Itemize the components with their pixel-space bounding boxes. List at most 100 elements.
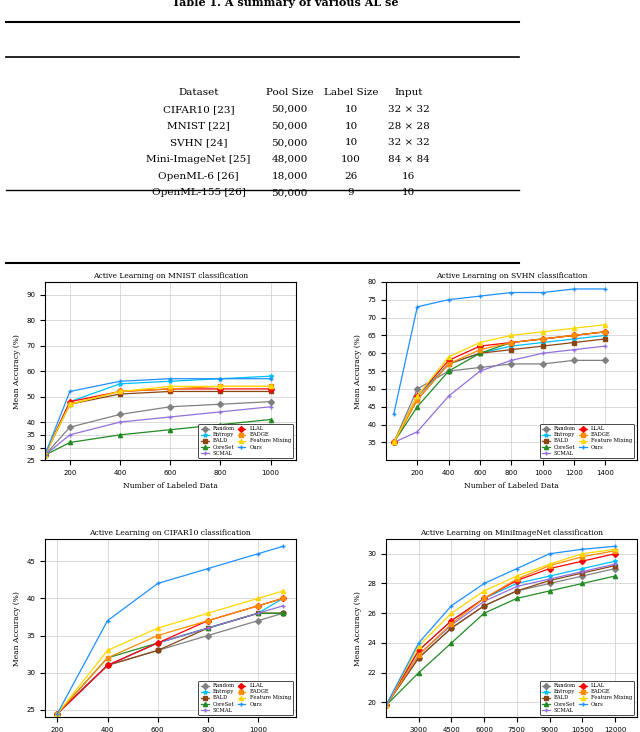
Entropy [390, 438, 397, 447]
BALD [41, 451, 49, 460]
Feature Mixing [382, 701, 390, 710]
Legend: Random, Entropy, BALD, CoreSet, SCMAL, LLAL, BADGE, Feature Mixing, Ours: Random, Entropy, BALD, CoreSet, SCMAL, L… [198, 681, 293, 714]
BADGE [539, 335, 547, 343]
Line: CoreSet: CoreSet [55, 611, 285, 716]
BADGE [611, 546, 619, 555]
Random [447, 624, 455, 632]
CoreSet [415, 668, 422, 677]
SCMAL [390, 438, 397, 447]
CoreSet [445, 367, 452, 376]
BALD [611, 561, 619, 570]
BADGE [154, 631, 161, 640]
BADGE [570, 331, 578, 340]
Line: LLAL: LLAL [55, 597, 285, 716]
Random [508, 359, 515, 368]
Ours [413, 302, 421, 311]
BALD [413, 395, 421, 404]
CoreSet [480, 609, 488, 618]
BADGE [104, 654, 111, 662]
Feature Mixing [54, 709, 61, 718]
Ours [508, 288, 515, 297]
LLAL [513, 576, 521, 585]
Ours [445, 295, 452, 304]
BALD [508, 346, 515, 354]
Line: CoreSet: CoreSet [392, 329, 607, 444]
Random [154, 646, 161, 655]
Feature Mixing [480, 586, 488, 595]
BALD [279, 609, 287, 618]
CoreSet [447, 638, 455, 647]
Entropy [382, 701, 390, 710]
LLAL [390, 438, 397, 447]
X-axis label: Number of Labeled Data: Number of Labeled Data [123, 482, 218, 490]
Text: Table 1. A summary of various AL se: Table 1. A summary of various AL se [172, 0, 398, 8]
Feature Mixing [41, 451, 49, 460]
CoreSet [570, 331, 578, 340]
Feature Mixing [611, 545, 619, 553]
Ours [513, 564, 521, 573]
SCMAL [413, 427, 421, 436]
LLAL [66, 397, 74, 406]
LLAL [447, 616, 455, 625]
Entropy [445, 359, 452, 368]
Random [254, 616, 262, 625]
LLAL [41, 451, 49, 460]
Line: Random: Random [43, 400, 273, 458]
SCMAL [570, 346, 578, 354]
Ours [570, 285, 578, 294]
BADGE [513, 575, 521, 583]
SCMAL [216, 408, 224, 417]
Random [539, 359, 547, 368]
Ours [41, 451, 49, 460]
Line: BADGE: BADGE [384, 549, 617, 708]
Ours [267, 374, 275, 383]
Title: Active Learning on MNIST classification: Active Learning on MNIST classification [93, 272, 248, 280]
Y-axis label: Mean Accuracy (%): Mean Accuracy (%) [354, 591, 362, 665]
Line: Entropy: Entropy [392, 333, 607, 444]
SCMAL [104, 661, 111, 670]
BALD [570, 338, 578, 347]
Random [66, 423, 74, 432]
BALD [447, 624, 455, 632]
Entropy [54, 709, 61, 718]
Entropy [267, 372, 275, 381]
BALD [579, 569, 586, 578]
SCMAL [539, 349, 547, 358]
Feature Mixing [546, 560, 554, 569]
Entropy [66, 397, 74, 406]
Random [480, 602, 488, 610]
BALD [104, 661, 111, 670]
Line: LLAL: LLAL [392, 329, 607, 444]
Random [611, 564, 619, 573]
Feature Mixing [413, 392, 421, 400]
LLAL [602, 327, 609, 336]
Feature Mixing [279, 586, 287, 595]
SCMAL [267, 403, 275, 411]
Line: Random: Random [392, 358, 607, 444]
BALD [539, 342, 547, 351]
BALD [66, 400, 74, 408]
SCMAL [546, 575, 554, 583]
Entropy [546, 572, 554, 580]
LLAL [413, 392, 421, 400]
CoreSet [390, 438, 397, 447]
Feature Mixing [508, 331, 515, 340]
LLAL [539, 335, 547, 343]
LLAL [382, 701, 390, 710]
BADGE [546, 561, 554, 570]
LLAL [279, 594, 287, 602]
Line: BALD: BALD [384, 564, 617, 708]
CoreSet [166, 425, 174, 434]
Line: LLAL: LLAL [384, 552, 617, 708]
LLAL [445, 356, 452, 365]
Line: Ours: Ours [55, 544, 285, 716]
Legend: Random, Entropy, BALD, CoreSet, SCMAL, LLAL, BADGE, Feature Mixing, Ours: Random, Entropy, BALD, CoreSet, SCMAL, L… [540, 681, 634, 714]
Line: BALD: BALD [55, 611, 285, 716]
BALD [445, 359, 452, 368]
CoreSet [579, 579, 586, 588]
Feature Mixing [154, 624, 161, 632]
Line: SCMAL: SCMAL [392, 344, 607, 444]
CoreSet [611, 572, 619, 580]
BADGE [447, 619, 455, 628]
BADGE [116, 387, 124, 396]
